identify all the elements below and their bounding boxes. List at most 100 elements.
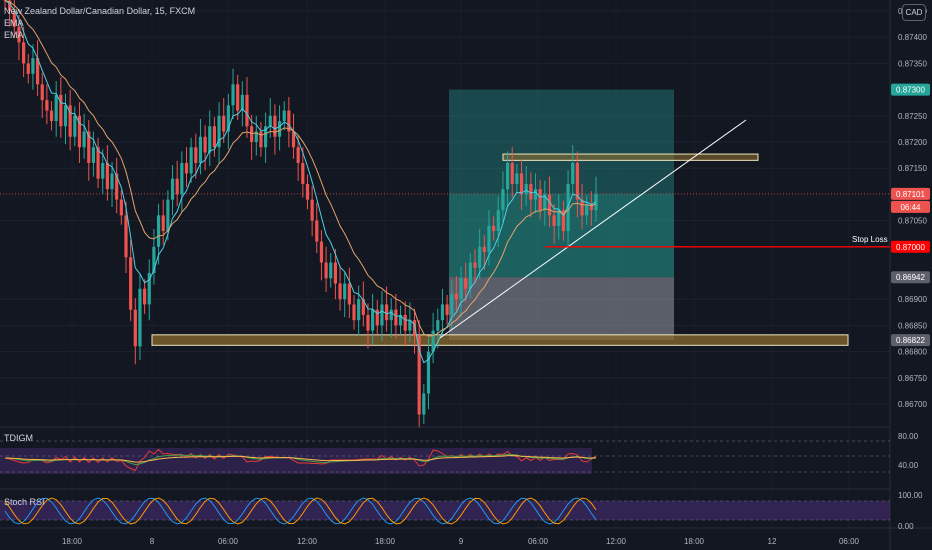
candle-body xyxy=(319,241,324,263)
candle-body xyxy=(547,194,552,216)
ema-indicator-2[interactable]: EMA xyxy=(4,30,24,40)
candle-body xyxy=(63,105,68,127)
candle-body xyxy=(119,199,123,216)
candle-body xyxy=(226,105,230,132)
candle xyxy=(291,113,296,159)
countdown-label-bg xyxy=(891,200,930,213)
candle xyxy=(73,106,77,147)
candle-body xyxy=(175,178,179,195)
candle-body xyxy=(352,304,356,321)
candle-body xyxy=(408,320,412,331)
price-tick-label: 0.86750 xyxy=(898,374,927,383)
candle xyxy=(454,276,458,311)
candle xyxy=(184,147,189,188)
candle xyxy=(152,228,156,285)
candle-body xyxy=(96,147,100,179)
candle xyxy=(408,302,412,343)
candle-body xyxy=(380,304,384,326)
stoch-k-line xyxy=(4,497,597,525)
time-tick-label: 8 xyxy=(150,537,155,546)
price-tick-label: 0.87350 xyxy=(898,59,927,68)
trend-line xyxy=(439,119,747,339)
price-labels-layer: 0.87300 0.87101 06:44 0.87000 0.86942 0.86822 xyxy=(891,83,930,347)
candle-body xyxy=(73,115,77,137)
candle xyxy=(310,186,314,237)
ema-indicator-1[interactable]: EMA xyxy=(4,18,24,28)
candle-body xyxy=(482,246,486,253)
candle-body xyxy=(203,136,207,153)
candle xyxy=(77,102,82,163)
candle xyxy=(515,164,519,194)
stop-loss-text: Stop Loss xyxy=(852,235,888,244)
time-tick-label: 9 xyxy=(459,537,464,546)
candle xyxy=(566,170,570,247)
candle-body xyxy=(580,199,584,216)
tdigm-pane: 80.00 40.00 xyxy=(0,432,919,474)
candle xyxy=(478,228,482,280)
candle-body xyxy=(333,262,338,284)
candle xyxy=(422,384,426,424)
candle-body xyxy=(459,278,463,300)
candle-body xyxy=(431,330,435,352)
candle-body xyxy=(22,42,26,64)
candle xyxy=(189,137,193,183)
candle-body xyxy=(236,84,240,111)
candle-body xyxy=(291,131,296,148)
candle xyxy=(333,248,338,300)
candle xyxy=(352,295,356,330)
candle xyxy=(82,113,86,159)
candle-body xyxy=(54,94,58,122)
stop-label: 0.87000 xyxy=(896,243,925,252)
candle xyxy=(26,53,30,84)
tdigm-band xyxy=(0,448,592,474)
time-tick-label: 18:00 xyxy=(375,537,396,546)
candle-body xyxy=(310,199,314,221)
candle xyxy=(63,93,68,145)
candle-body xyxy=(254,131,258,142)
time-tick-label: 06:00 xyxy=(528,537,549,546)
drawings-layer: Stop Loss xyxy=(439,119,890,339)
candle xyxy=(338,265,342,311)
candle-body xyxy=(138,288,142,347)
candle-body xyxy=(212,126,217,148)
candle xyxy=(533,173,538,214)
candle xyxy=(17,15,21,61)
candle xyxy=(384,286,389,332)
candle xyxy=(398,305,403,335)
candle xyxy=(8,0,12,27)
symbol-title[interactable]: New Zealand Dollar/Canadian Dollar, 15, … xyxy=(4,6,196,16)
candle xyxy=(361,281,365,327)
candle-body xyxy=(324,262,328,279)
tdigm-tick-label: 80.00 xyxy=(898,432,919,441)
candle-body xyxy=(394,309,398,326)
last-price-label: 0.87101 xyxy=(896,190,925,199)
target-zone xyxy=(449,89,674,278)
candle xyxy=(119,190,123,225)
stoch-band xyxy=(0,501,890,520)
candle-body xyxy=(273,115,277,137)
candle-body xyxy=(156,215,161,247)
candle xyxy=(440,288,445,334)
candle-body xyxy=(166,199,170,232)
candle xyxy=(561,200,566,241)
candle xyxy=(347,267,351,319)
candle xyxy=(217,102,221,163)
candle-body xyxy=(12,11,16,27)
candle xyxy=(329,253,333,288)
stoch-rsi-title[interactable]: Stoch RSI xyxy=(4,497,45,507)
candle xyxy=(585,195,589,225)
candle-body xyxy=(422,393,426,415)
candle xyxy=(110,161,114,207)
currency-button[interactable]: CAD xyxy=(902,4,926,21)
tdigm-title[interactable]: TDIGM xyxy=(4,433,33,443)
candle xyxy=(129,239,133,322)
candle xyxy=(170,165,175,216)
candle-body xyxy=(338,283,342,300)
candle-body xyxy=(77,115,82,148)
candle-body xyxy=(161,215,165,232)
candle xyxy=(35,40,40,96)
price-tick-label: 0.87050 xyxy=(898,217,927,226)
candle xyxy=(580,183,584,229)
candle xyxy=(445,295,449,325)
